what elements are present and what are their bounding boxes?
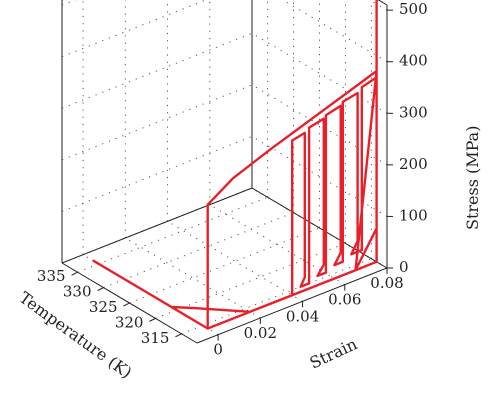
x-tick-label: 0.04 <box>286 307 319 325</box>
z-axis-title: Stress (MPa) <box>463 126 482 230</box>
y-tick-mark <box>71 271 78 276</box>
y-tick-mark <box>149 317 156 322</box>
grid-line-stress <box>281 0 388 63</box>
data-curve-layer <box>92 0 378 330</box>
y-axis-title: Temperature (K) <box>16 288 136 382</box>
z-tick-label: 100 <box>399 206 428 224</box>
y-tick-label: 330 <box>63 283 92 301</box>
grid-line-stress <box>61 84 253 161</box>
z-tick-label: 200 <box>399 155 428 173</box>
axes-box-edge <box>251 187 388 269</box>
grid-line-strain <box>167 220 303 302</box>
y-tick-mark <box>175 333 182 338</box>
grid-line-stress <box>251 84 388 166</box>
y-tick-label: 325 <box>89 298 118 316</box>
axes-box <box>61 0 388 344</box>
grid-line-temperature <box>77 196 268 273</box>
y-tick-label: 315 <box>141 329 170 347</box>
x-tick-label: 0.08 <box>370 274 403 292</box>
axes-box-edge <box>61 187 253 264</box>
grid-layer <box>61 0 388 336</box>
x-tick-label: 0.02 <box>244 324 277 342</box>
grid-line-strain <box>209 204 346 286</box>
grid-line-stress <box>368 0 388 11</box>
x-axis-title: Strain <box>307 334 360 372</box>
z-tick-label: 500 <box>399 0 428 18</box>
x-tick-label: 0 <box>213 341 223 359</box>
axes-box-edge <box>196 267 388 344</box>
y-tick-label: 335 <box>37 267 66 285</box>
grid-line-stress <box>61 135 253 212</box>
x-tick-label: 0.06 <box>328 291 361 309</box>
grid-line-stress <box>61 32 253 109</box>
grid-line-strain <box>125 237 261 319</box>
grid-line-stress <box>251 32 388 114</box>
grid-line-stress <box>61 0 77 6</box>
z-tick-label: 400 <box>399 52 428 70</box>
grid-line-stress <box>61 0 208 58</box>
grid-line-temperature <box>103 212 294 289</box>
y-tick-label: 320 <box>115 313 144 331</box>
z-tick-label: 0 <box>399 258 409 276</box>
grid-line-stress <box>251 136 388 217</box>
y-tick-mark <box>97 287 104 292</box>
z-tick-label: 300 <box>399 103 428 121</box>
stress-strain-temperature-curve <box>92 0 378 330</box>
y-tick-mark <box>123 302 130 307</box>
